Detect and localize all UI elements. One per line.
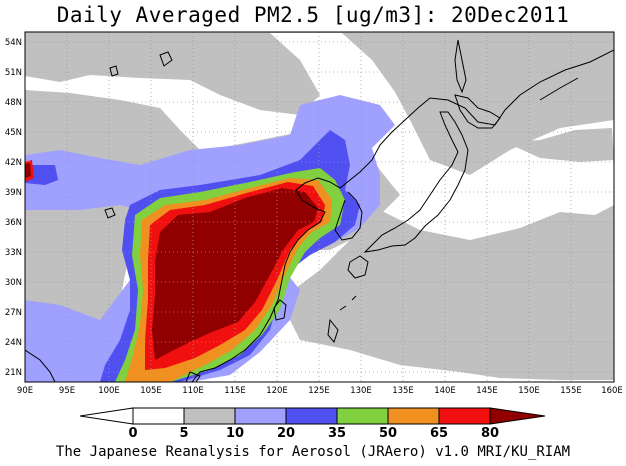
coastline-kuril	[539, 77, 579, 101]
lon-tick: 145E	[476, 386, 498, 396]
coastline-sakhalin	[454, 39, 467, 94]
pm25-shade-above-80	[25, 163, 318, 360]
coastline-indochina	[25, 349, 56, 382]
colorbar-label: 20	[277, 426, 295, 441]
colorbar-label: 80	[481, 426, 499, 441]
colorbar-bin-20-35	[285, 407, 338, 425]
colorbar-bin-35-50	[336, 407, 389, 425]
lon-tick: 105E	[140, 386, 162, 396]
footer-credit: The Japanese Reanalysis for Aerosol (JRA…	[55, 444, 571, 460]
lon-tick: 95E	[59, 386, 75, 396]
coastline-philippines	[327, 318, 339, 343]
colorbar-bin-10-20	[234, 407, 287, 425]
lon-tick: 130E	[350, 386, 372, 396]
colorbar-bin-0-5	[132, 407, 185, 425]
lat-tick: 30N	[5, 278, 22, 288]
lon-tick: 140E	[434, 386, 456, 396]
coastline-taiwan	[273, 299, 287, 321]
lon-tick: 115E	[224, 386, 246, 396]
coastline-korea	[334, 191, 363, 241]
colorbar-bin-50-65	[387, 407, 440, 425]
lat-tick: 27N	[5, 308, 22, 318]
colorbar	[79, 407, 546, 425]
lon-tick: 135E	[392, 386, 414, 396]
lat-tick: 42N	[5, 158, 22, 168]
coastline-hainan	[185, 371, 201, 382]
lon-tick: 120E	[266, 386, 288, 396]
colorbar-labels: 0 5 10 20 35 50 65 80	[128, 426, 499, 441]
coastlines	[25, 39, 614, 382]
coastline-japan-hokkaido	[454, 94, 501, 129]
lon-tick-labels: 90E 95E 100E 105E 110E 115E 120E 125E 13…	[17, 386, 623, 396]
lon-tick: 125E	[308, 386, 330, 396]
colorbar-bin-65-80	[438, 407, 491, 425]
lon-tick: 110E	[182, 386, 204, 396]
lat-tick: 45N	[5, 128, 22, 138]
coastline-inland-lake	[104, 207, 116, 219]
colorbar-below-arrow	[79, 407, 134, 425]
lat-tick: 51N	[5, 68, 22, 78]
lon-tick: 100E	[98, 386, 120, 396]
colorbar-bin-5-10	[183, 407, 236, 425]
coastline-japan-honshu	[363, 111, 469, 253]
colorbar-label: 35	[328, 426, 346, 441]
lon-tick: 90E	[17, 386, 33, 396]
colorbar-label: 0	[128, 426, 137, 441]
lat-tick: 36N	[5, 218, 22, 228]
lat-tick-labels: 54N 51N 48N 45N 42N 39N 36N 33N 30N 27N …	[5, 38, 22, 378]
lat-tick: 33N	[5, 248, 22, 258]
colorbar-above-arrow	[489, 407, 546, 425]
coastline-north-lake	[109, 65, 119, 77]
coastline-baikal	[159, 51, 173, 67]
colorbar-label: 50	[379, 426, 397, 441]
colorbar-label: 65	[430, 426, 448, 441]
lon-tick: 155E	[560, 386, 582, 396]
lat-tick: 39N	[5, 188, 22, 198]
lat-tick: 21N	[5, 368, 22, 378]
coastline-ryukyu	[339, 295, 357, 311]
colorbar-label: 5	[179, 426, 188, 441]
lat-tick: 48N	[5, 98, 22, 108]
pm25-field	[25, 32, 614, 382]
colorbar-label: 10	[226, 426, 244, 441]
lon-tick: 160E	[601, 386, 623, 396]
lon-tick: 150E	[518, 386, 540, 396]
coastline-japan-kyushu	[347, 255, 369, 279]
map-frame	[24, 31, 615, 383]
map-title: Daily Averaged PM2.5 [ug/m3]: 20Dec2011	[56, 3, 570, 27]
lat-tick: 54N	[5, 38, 22, 48]
lat-tick: 24N	[5, 338, 22, 348]
